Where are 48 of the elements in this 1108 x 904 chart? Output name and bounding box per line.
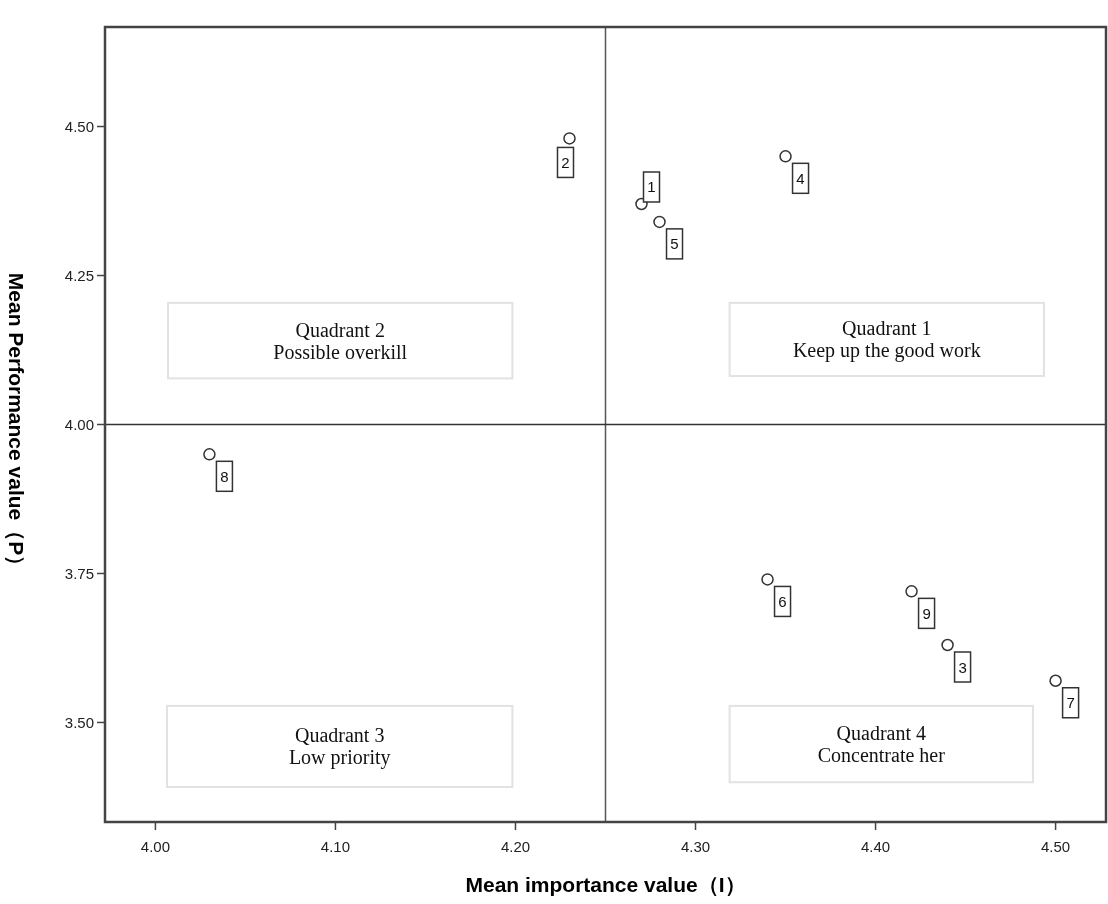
x-tick-label: 4.10 — [320, 838, 351, 855]
point-label: 2 — [556, 146, 575, 179]
point-label: 5 — [665, 228, 684, 260]
annotation: 7 — [1066, 694, 1075, 712]
annotation: Quadrant 4 Concentrate her — [817, 722, 946, 767]
point-label: 4 — [791, 162, 810, 195]
x-tick-label: 4.40 — [860, 838, 891, 855]
annotation: Quadrant 3 Low priority — [288, 724, 391, 770]
annotation: Quadrant 1 Keep up the good work — [792, 317, 981, 363]
point — [941, 638, 954, 652]
quadrant-label: Quadrant 2 Possible overkill — [167, 301, 514, 380]
y-tick-label: 3.50 — [64, 713, 94, 731]
x-axis-title: Mean importance value（I） — [465, 873, 746, 896]
point — [653, 215, 666, 229]
annotation: 9 — [922, 604, 931, 622]
x-tick-label: 4.50 — [1040, 838, 1071, 855]
annotation: 2 — [561, 153, 570, 171]
point-label: 1 — [642, 171, 661, 203]
point-label: 8 — [215, 460, 234, 493]
x-tick-label: 4.30 — [680, 838, 711, 855]
point — [779, 150, 792, 163]
point — [905, 585, 918, 598]
annotation: Quadrant 2 Possible overkill — [273, 318, 408, 363]
quadrant-label: Quadrant 3 Low priority — [166, 704, 514, 788]
point-label: 9 — [917, 597, 936, 630]
annotation: 6 — [778, 592, 787, 610]
point — [563, 132, 576, 145]
x-tick-label: 4.20 — [500, 838, 531, 855]
y-axis-title: Mean Performance value（P） — [4, 272, 28, 577]
annotation: 8 — [220, 467, 229, 485]
y-tick-label: 4.50 — [64, 118, 94, 136]
annotation: 5 — [670, 235, 679, 253]
y-tick-label: 4.00 — [64, 416, 94, 433]
annotation: 4 — [796, 169, 805, 187]
point-label: 7 — [1061, 687, 1080, 719]
y-tick-label: 4.25 — [64, 267, 94, 285]
x-tick-label: 4.00 — [140, 838, 171, 855]
quadrant-label: Quadrant 4 Concentrate her — [728, 704, 1034, 784]
point — [635, 197, 648, 211]
point — [761, 573, 774, 586]
point-label: 6 — [773, 585, 792, 618]
annotation: 3 — [958, 658, 967, 676]
quadrant-label: Quadrant 1 Keep up the good work — [728, 301, 1045, 377]
y-tick-label: 3.75 — [64, 564, 94, 582]
point — [203, 448, 216, 461]
point — [1049, 674, 1062, 688]
annotation: 1 — [647, 178, 656, 196]
point-label: 3 — [953, 651, 972, 683]
